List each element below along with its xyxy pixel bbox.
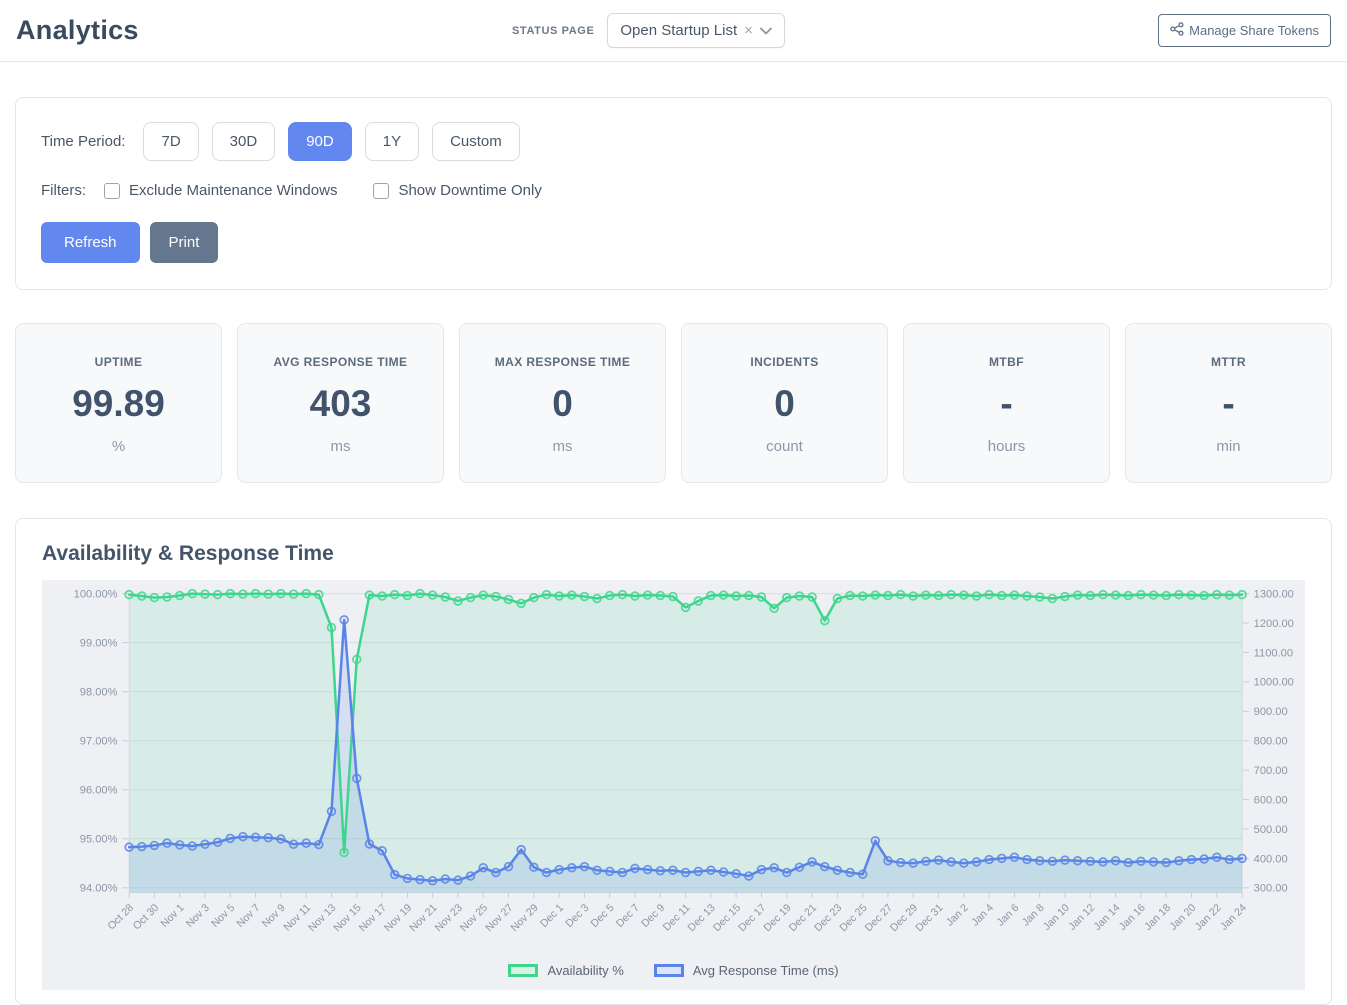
show-downtime-checkbox-group[interactable]: Show Downtime Only [373, 182, 542, 199]
legend-item-availability-[interactable]: Availability % [508, 963, 624, 979]
header: Analytics STATUS PAGE Open Startup List … [0, 0, 1347, 62]
svg-text:900.00: 900.00 [1254, 706, 1288, 718]
exclude-maintenance-checkbox[interactable] [104, 182, 120, 199]
stat-card-unit: % [111, 438, 126, 455]
page-title: Analytics [16, 15, 139, 45]
status-page-select[interactable]: Open Startup List × [607, 13, 785, 48]
stat-card-unit: ms [552, 438, 573, 455]
exclude-maintenance-label: Exclude Maintenance Windows [129, 182, 338, 199]
svg-text:800.00: 800.00 [1254, 736, 1288, 748]
status-page-selector-group: STATUS PAGE Open Startup List × [139, 13, 1158, 48]
stat-card-unit: ms [330, 438, 351, 455]
legend-label: Availability % [547, 963, 624, 979]
chart-panel: Availability & Response Time 100.00% 99.0… [15, 518, 1332, 1005]
svg-text:96.00%: 96.00% [80, 785, 118, 797]
svg-text:500.00: 500.00 [1254, 824, 1288, 836]
exclude-maintenance-checkbox-group[interactable]: Exclude Maintenance Windows [104, 182, 337, 199]
svg-text:300.00: 300.00 [1254, 883, 1288, 895]
chart-title: Availability & Response Time [42, 542, 334, 565]
chart-area: 100.00% 99.00% 98.00% 97.00% 96.00% 95.00% 94.… [42, 580, 1305, 962]
stat-card-value: 0 [774, 383, 795, 424]
legend-swatch [508, 964, 539, 978]
chart-legend: Availability % Avg Response Time (ms) [42, 961, 1305, 991]
time-period-custom-button[interactable]: Custom [432, 122, 520, 161]
legend-swatch [653, 964, 684, 978]
svg-text:95.00%: 95.00% [80, 834, 118, 846]
svg-text:99.00%: 99.00% [80, 638, 118, 650]
svg-text:94.00%: 94.00% [80, 883, 118, 895]
show-downtime-label: Show Downtime Only [398, 182, 542, 199]
manage-share-tokens-label: Manage Share Tokens [1189, 23, 1319, 38]
filters-row: Filters: Exclude Maintenance Windows Sho… [41, 182, 1306, 199]
stat-card-mtbf: MTBF - hours [903, 323, 1110, 483]
svg-text:1300.00: 1300.00 [1254, 588, 1294, 600]
time-period-1y-button[interactable]: 1Y [364, 122, 420, 161]
actions-row: Refresh Print [41, 222, 1306, 263]
stat-card-value: 99.89 [72, 383, 165, 424]
manage-share-tokens-button[interactable]: Manage Share Tokens [1158, 14, 1331, 47]
svg-text:1200.00: 1200.00 [1254, 618, 1294, 630]
time-period-label: Time Period: [41, 133, 126, 150]
print-button[interactable]: Print [149, 222, 219, 263]
filters-label: Filters: [41, 182, 86, 199]
legend-label: Avg Response Time (ms) [692, 963, 839, 979]
svg-text:1000.00: 1000.00 [1254, 677, 1294, 689]
svg-text:600.00: 600.00 [1254, 794, 1288, 806]
stat-card-unit: hours [987, 438, 1026, 455]
status-page-label: STATUS PAGE [512, 24, 595, 37]
stat-card-value: - [1000, 383, 1013, 424]
stat-card-value: 403 [309, 383, 372, 424]
stat-card-incidents: INCIDENTS 0 count [681, 323, 888, 483]
stat-card-label: UPTIME [94, 355, 143, 369]
stat-card-label: INCIDENTS [750, 355, 819, 369]
chevron-down-icon [759, 22, 772, 39]
stat-card-unit: min [1216, 438, 1241, 455]
stat-card-avg-response-time: AVG RESPONSE TIME 403 ms [237, 323, 444, 483]
availability-response-chart[interactable]: 100.00% 99.00% 98.00% 97.00% 96.00% 95.00% 94.… [42, 582, 1305, 962]
svg-text:98.00%: 98.00% [80, 687, 118, 699]
stat-card-label: MAX RESPONSE TIME [494, 355, 631, 369]
stat-card-label: MTTR [1211, 355, 1246, 369]
time-period-row: Time Period: 7D 30D 90D 1Y Custom [41, 122, 1306, 161]
show-downtime-checkbox[interactable] [373, 182, 390, 199]
stat-card-uptime: UPTIME 99.89% [15, 323, 222, 483]
time-period-30d-button[interactable]: 30D [211, 122, 276, 161]
svg-text:97.00%: 97.00% [80, 736, 118, 748]
svg-text:700.00: 700.00 [1254, 765, 1288, 777]
clear-selection-icon[interactable]: × [744, 22, 753, 39]
time-period-7d-button[interactable]: 7D [143, 122, 199, 161]
stat-card-value: - [1222, 383, 1235, 424]
time-period-buttons: 7D 30D 90D 1Y Custom [143, 122, 532, 161]
stat-card-label: AVG RESPONSE TIME [273, 355, 408, 369]
stat-card-unit: count [766, 438, 803, 455]
legend-item-avg-response-time-ms-[interactable]: Avg Response Time (ms) [653, 963, 839, 979]
stat-card-value: 0 [552, 383, 573, 424]
svg-text:100.00%: 100.00% [74, 588, 118, 600]
filter-panel: Time Period: 7D 30D 90D 1Y Custom Filters: E… [15, 97, 1332, 290]
status-page-selected-value: Open Startup List [620, 22, 738, 39]
share-icon [1170, 22, 1184, 39]
time-period-90d-button[interactable]: 90D [288, 122, 352, 161]
refresh-button[interactable]: Refresh [41, 222, 140, 263]
stat-card-mttr: MTTR - min [1125, 323, 1332, 483]
stats-row: UPTIME 99.89% AVG RESPONSE TIME 403 ms MAX RE… [15, 323, 1332, 483]
svg-text:400.00: 400.00 [1254, 853, 1288, 865]
stat-card-label: MTBF [989, 355, 1024, 369]
stat-card-max-response-time: MAX RESPONSE TIME 0 ms [459, 323, 666, 483]
svg-text:1100.00: 1100.00 [1254, 647, 1293, 659]
